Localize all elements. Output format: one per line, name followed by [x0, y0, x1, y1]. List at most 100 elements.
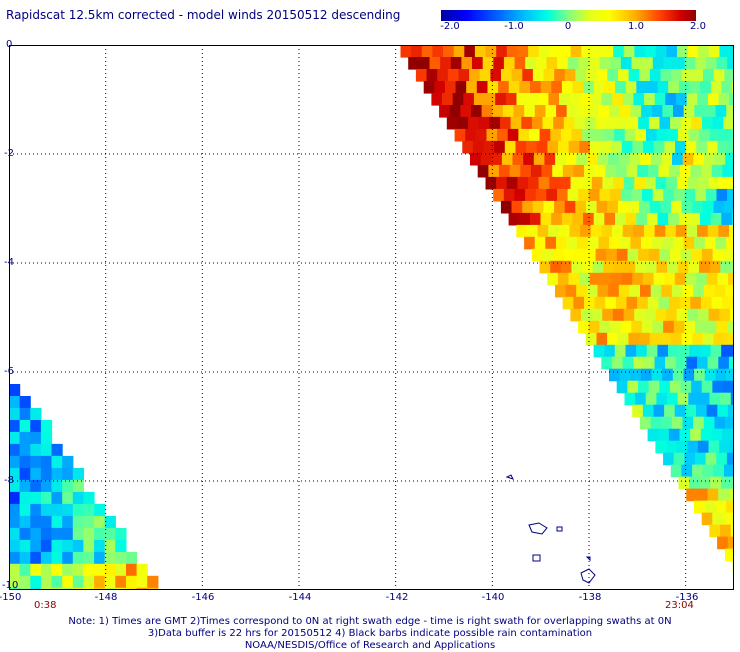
wind-difference-cell [693, 417, 704, 430]
wind-difference-cell [562, 213, 573, 226]
wind-difference-cell [507, 177, 518, 190]
wind-difference-map [9, 45, 734, 590]
wind-difference-cell [9, 432, 20, 445]
wind-difference-cell [580, 93, 591, 106]
wind-difference-cell [707, 273, 718, 286]
wind-difference-cell [553, 249, 564, 262]
wind-difference-cell [586, 201, 597, 214]
wind-difference-cell [607, 333, 618, 346]
wind-difference-cell [41, 492, 52, 505]
wind-difference-cell [475, 45, 486, 58]
wind-difference-cell [566, 285, 577, 298]
wind-difference-cell [526, 141, 537, 154]
wind-difference-cell [470, 153, 481, 166]
wind-difference-cell [660, 201, 671, 214]
wind-difference-cell [670, 249, 681, 262]
wind-difference-cell [696, 141, 707, 154]
wind-difference-cell [601, 141, 612, 154]
wind-difference-cell [527, 93, 538, 106]
wind-difference-cell [115, 564, 126, 577]
wind-difference-cell [724, 333, 734, 346]
wind-difference-cell [634, 45, 645, 58]
wind-difference-cell [528, 45, 539, 58]
wind-difference-cell [727, 189, 734, 202]
wind-difference-cell [667, 393, 678, 406]
wind-difference-cell [710, 393, 721, 406]
wind-difference-cell [481, 153, 492, 166]
wind-difference-cell [653, 321, 664, 334]
wind-difference-cell [655, 93, 666, 106]
wind-difference-cell [646, 129, 657, 142]
wind-difference-cell [605, 297, 616, 310]
wind-difference-cell [654, 141, 665, 154]
wind-difference-cell [41, 432, 52, 445]
wind-difference-cell [20, 540, 31, 553]
wind-difference-cell [699, 393, 710, 406]
wind-difference-cell [593, 261, 604, 274]
wind-difference-cell [479, 117, 490, 130]
wind-difference-cell [599, 321, 610, 334]
wind-difference-cell [486, 177, 497, 190]
wind-difference-cell [684, 369, 695, 382]
wind-difference-cell [706, 321, 717, 334]
wind-difference-cell [591, 93, 602, 106]
wind-difference-cell [597, 69, 608, 82]
wind-difference-cell [471, 105, 482, 118]
wind-difference-cell [545, 237, 556, 250]
wind-difference-cell [520, 165, 531, 178]
wind-difference-cell [704, 285, 715, 298]
wind-difference-cell [570, 309, 581, 322]
wind-difference-cell [572, 213, 583, 226]
wind-difference-cell [657, 345, 668, 358]
wind-difference-cell [454, 45, 465, 58]
wind-difference-cell [677, 309, 688, 322]
wind-difference-cell [551, 213, 562, 226]
wind-difference-cell [708, 489, 719, 502]
wind-difference-cell [709, 309, 720, 322]
wind-difference-cell [427, 69, 438, 82]
wind-difference-cell [542, 249, 553, 262]
wind-difference-cell [697, 357, 708, 370]
wind-difference-cell [623, 225, 634, 238]
wind-difference-cell [137, 564, 148, 577]
wind-difference-cell [665, 225, 676, 238]
wind-difference-cell [639, 333, 650, 346]
wind-difference-cell [716, 453, 727, 466]
wind-difference-cell [603, 261, 614, 274]
wind-difference-cell [607, 201, 618, 214]
wind-difference-cell [20, 444, 31, 457]
wind-difference-cell [666, 177, 677, 190]
wind-difference-cell [665, 357, 676, 370]
wind-difference-cell [661, 417, 672, 430]
wind-difference-cell [639, 201, 650, 214]
wind-difference-cell [30, 552, 41, 565]
lat-label-8: -8 [4, 475, 14, 486]
wind-difference-cell [147, 576, 158, 589]
wind-difference-cell [714, 417, 725, 430]
wind-difference-cell [697, 489, 708, 502]
wind-difference-cell [682, 201, 693, 214]
wind-difference-cell [20, 396, 31, 409]
wind-difference-cell [715, 369, 726, 382]
wind-difference-cell [694, 501, 705, 514]
wind-difference-cell [661, 285, 672, 298]
wind-difference-cell [94, 504, 105, 517]
wind-difference-cell [706, 189, 717, 202]
wind-difference-cell [52, 456, 63, 469]
wind-difference-cell [665, 93, 676, 106]
wind-difference-cell [509, 213, 520, 226]
wind-difference-cell [649, 249, 660, 262]
wind-difference-cell [401, 45, 412, 58]
wind-difference-cell [694, 105, 705, 118]
wind-difference-cell [556, 105, 567, 118]
wind-difference-cell [690, 165, 701, 178]
colorbar-tick: -2.0 [440, 21, 460, 32]
wind-difference-cell [623, 93, 634, 106]
wind-difference-cell [568, 57, 579, 70]
wind-difference-cell [631, 105, 642, 118]
wind-difference-cell [656, 393, 667, 406]
wind-difference-cell [722, 165, 733, 178]
wind-difference-cell [9, 504, 20, 517]
wind-difference-cell [583, 81, 594, 94]
wind-difference-cell [432, 45, 443, 58]
